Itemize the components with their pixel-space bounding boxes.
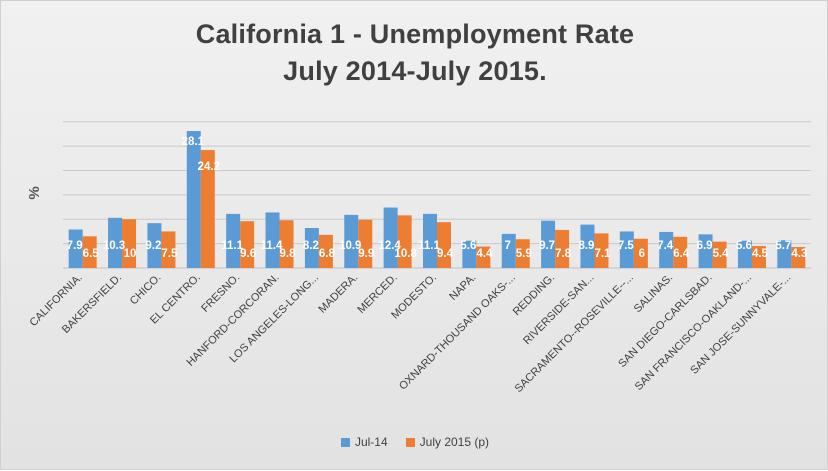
data-label: 9.4	[437, 248, 454, 260]
data-label: 6.4	[673, 248, 690, 260]
chart-subtitle: July 2014-July 2015.	[283, 56, 547, 86]
data-label: 4.4	[476, 248, 493, 260]
data-label: 6.9	[697, 240, 713, 252]
category-label: MADERA.	[316, 272, 360, 316]
data-label: 7.8	[555, 248, 572, 260]
bar	[698, 234, 713, 268]
bar	[555, 229, 570, 268]
legend-item-july-2015: July 2015 (p)	[405, 435, 490, 449]
bar	[777, 240, 792, 268]
data-label: 24.2	[198, 161, 220, 173]
bar	[751, 246, 766, 268]
bar	[633, 238, 648, 268]
data-label: 4.3	[791, 248, 807, 260]
chart-title: California 1 - Unemployment Rate	[195, 19, 635, 49]
data-label: 9.7	[539, 240, 555, 252]
data-label: 7.9	[67, 240, 83, 252]
legend-label-jul-14: Jul-14	[354, 435, 388, 449]
category-label: NAPA.	[447, 272, 478, 303]
bar	[673, 236, 688, 268]
data-label: 9.6	[240, 248, 256, 260]
bar	[383, 207, 398, 268]
bar	[541, 220, 556, 268]
data-label: 5.4	[713, 248, 730, 260]
bar	[108, 217, 123, 268]
bar	[580, 224, 595, 268]
bar	[265, 212, 280, 268]
bar	[304, 228, 319, 268]
bar	[186, 131, 201, 268]
data-label: 5.7	[775, 240, 791, 252]
legend-swatch-july-2015	[405, 437, 415, 447]
bar	[462, 240, 477, 268]
bar	[437, 222, 451, 268]
data-label: 7.5	[618, 240, 635, 252]
bar	[476, 246, 491, 268]
category-label: RIVERSIDE-SAN...	[521, 272, 596, 347]
data-label: 5.6	[460, 240, 476, 252]
bar	[712, 241, 727, 268]
bar	[594, 233, 609, 268]
bar	[226, 213, 241, 268]
bar	[501, 233, 516, 268]
bar	[659, 231, 674, 268]
data-label: 11.1	[221, 240, 243, 252]
bar	[515, 239, 530, 268]
data-label: 6.5	[83, 248, 100, 260]
bar	[358, 219, 373, 268]
data-label: 10.8	[394, 248, 417, 260]
bar	[619, 231, 634, 268]
bar	[318, 234, 333, 268]
data-label: 7	[505, 240, 511, 252]
data-label: 12.4	[378, 240, 401, 252]
data-label: 5.9	[516, 248, 532, 260]
bar	[122, 219, 137, 268]
data-label: 11.4	[261, 240, 283, 252]
bar	[344, 214, 359, 268]
data-label: 5.6	[736, 240, 752, 252]
bar	[397, 215, 412, 268]
category-label: CHICO.	[128, 272, 164, 308]
bar	[737, 240, 752, 268]
legend-swatch-jul-14	[340, 437, 350, 447]
bar	[279, 220, 294, 268]
data-label: 6.8	[319, 248, 336, 260]
bar	[200, 150, 215, 268]
data-label: 4.5	[752, 248, 769, 260]
bar	[82, 236, 97, 268]
bar	[240, 221, 255, 268]
data-label: 28.1	[182, 136, 205, 148]
data-label: 10	[124, 248, 137, 260]
bar	[68, 229, 83, 268]
legend: Jul-14 July 2015 (p)	[1, 435, 828, 449]
data-label: 9.2	[145, 240, 161, 252]
data-label: 8.9	[578, 240, 594, 252]
data-label: 7.1	[594, 248, 611, 260]
data-label: 11.1	[418, 240, 440, 252]
bar	[791, 247, 806, 268]
data-label: 6	[639, 248, 645, 260]
data-label: 8.2	[303, 240, 319, 252]
bar	[161, 231, 176, 268]
y-axis-label: %	[26, 186, 43, 199]
data-label: 7.4	[657, 240, 674, 252]
data-label: 10.9	[339, 240, 361, 252]
data-label: 9.8	[280, 248, 297, 260]
legend-item-jul-14: Jul-14	[340, 435, 388, 449]
bar	[147, 223, 162, 268]
data-label: 10.3	[103, 240, 125, 252]
data-label: 9.9	[358, 248, 374, 260]
bar	[423, 213, 437, 268]
legend-label-july-2015: July 2015 (p)	[419, 435, 490, 449]
data-label: 7.5	[161, 248, 178, 260]
